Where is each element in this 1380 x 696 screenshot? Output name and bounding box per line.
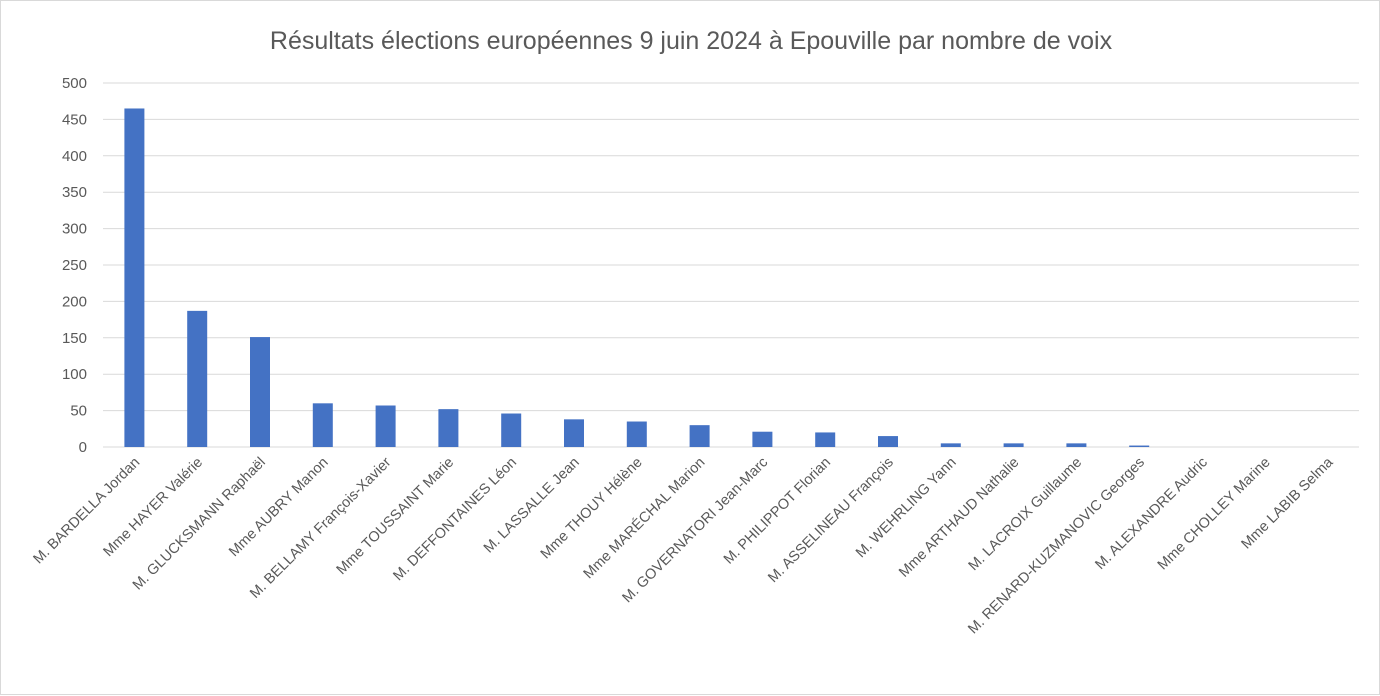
- x-category-label: M. ASSELINEAU François: [765, 455, 897, 587]
- bar: [940, 443, 961, 447]
- bar: [752, 431, 773, 447]
- x-category-label: Mme ARTHAUD Nathalie: [896, 455, 1022, 581]
- x-category-label: M. DEFFONTAINES Léon: [390, 455, 520, 585]
- bars: [124, 108, 1150, 447]
- bar: [564, 419, 584, 447]
- bar: [626, 421, 647, 447]
- y-tick-label: 150: [62, 330, 87, 347]
- y-tick-label: 250: [62, 257, 87, 274]
- y-tick-label: 450: [62, 111, 87, 128]
- x-category-label: M. ALEXANDRE Audric: [1092, 455, 1210, 573]
- x-category-label: Mme TOUSSAINT Marie: [334, 455, 458, 579]
- y-tick-label: 200: [62, 293, 87, 310]
- bar: [187, 310, 208, 447]
- bar: [501, 413, 522, 447]
- x-category-label: M. PHILIPPOT Florian: [721, 455, 834, 568]
- y-tick-label: 500: [62, 75, 87, 92]
- bar: [438, 409, 459, 447]
- bar: [124, 108, 145, 447]
- bar: [1066, 443, 1087, 447]
- bar: [250, 337, 270, 447]
- y-tick-label: 350: [62, 184, 87, 201]
- y-tick-label: 100: [62, 366, 87, 383]
- y-axis-ticks: 0 50 100 150 200 250 300 350 400 450 500: [62, 75, 87, 456]
- bar: [1129, 445, 1150, 447]
- bar: [1003, 443, 1024, 447]
- bar: [312, 403, 333, 447]
- y-tick-label: 50: [70, 403, 87, 420]
- bar: [375, 405, 396, 447]
- x-category-label: Mme CHOLLEY Marine: [1155, 455, 1274, 574]
- y-tick-label: 300: [62, 221, 87, 238]
- chart-title: Résultats élections européennes 9 juin 2…: [270, 27, 1113, 55]
- gridlines: [103, 82, 1359, 448]
- y-tick-label: 0: [79, 439, 87, 456]
- y-tick-label: 400: [62, 148, 87, 165]
- bar: [815, 432, 836, 447]
- x-category-label: M. LACROIX Guillaume: [966, 455, 1086, 575]
- bar: [878, 436, 898, 447]
- x-category-label: M. BARDELLA Jordan: [30, 455, 143, 568]
- x-category-label: M. GLUCKSMANN Raphaël: [130, 455, 269, 594]
- x-category-label: Mme MARÉCHAL Marion: [580, 454, 708, 582]
- bar: [689, 425, 710, 447]
